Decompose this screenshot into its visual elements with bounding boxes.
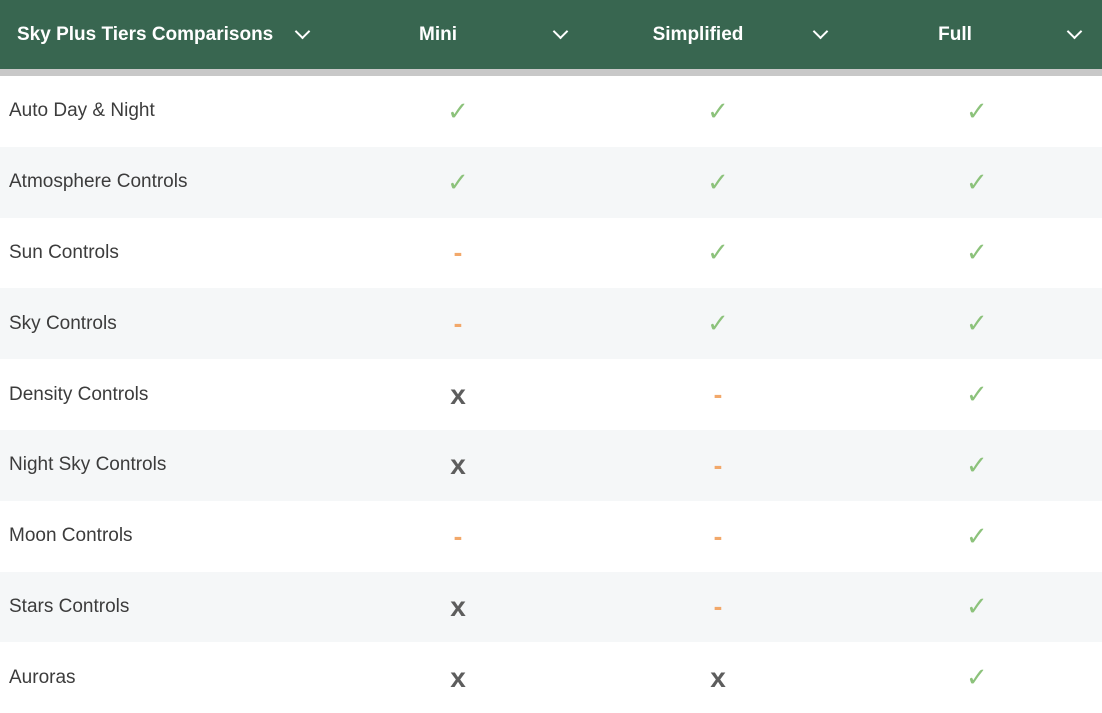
header-tier-mini[interactable]: Mini xyxy=(328,0,588,69)
check-icon: ✓ xyxy=(966,166,988,197)
x-icon: x xyxy=(450,661,466,693)
chevron-down-icon[interactable] xyxy=(1066,23,1083,40)
feature-label: Stars Controls xyxy=(9,595,130,617)
x-icon: x xyxy=(450,449,466,481)
dash-icon: - xyxy=(453,520,463,551)
table-header: Sky Plus Tiers Comparisons Mini Simplifi… xyxy=(0,0,1102,76)
tier-label: Full xyxy=(938,23,972,45)
feature-label: Moon Controls xyxy=(9,525,133,547)
check-icon: ✓ xyxy=(447,95,469,126)
check-icon: ✓ xyxy=(966,662,988,693)
dash-icon: - xyxy=(453,237,463,268)
header-title: Sky Plus Tiers Comparisons xyxy=(17,23,274,45)
table-row: Sky Controls - ✓ ✓ xyxy=(0,288,1102,360)
check-icon: ✓ xyxy=(966,520,988,551)
x-icon: x xyxy=(710,661,726,693)
dash-icon: - xyxy=(713,449,723,480)
chevron-down-icon[interactable] xyxy=(294,23,311,40)
table-row: Auto Day & Night ✓ ✓ ✓ xyxy=(0,76,1102,147)
check-icon: ✓ xyxy=(707,95,729,126)
check-icon: ✓ xyxy=(966,449,988,480)
check-icon: ✓ xyxy=(966,591,988,622)
check-icon: ✓ xyxy=(707,237,729,268)
check-icon: ✓ xyxy=(966,308,988,339)
tier-label: Mini xyxy=(419,23,457,45)
table-body: Auto Day & Night ✓ ✓ ✓ Atmosphere Controls ✓ ✓… xyxy=(0,76,1102,713)
check-icon: ✓ xyxy=(966,237,988,268)
table-row: Sun Controls - ✓ ✓ xyxy=(0,218,1102,289)
feature-label: Sun Controls xyxy=(9,241,119,263)
x-icon: x xyxy=(450,590,466,622)
tier-label: Simplified xyxy=(652,23,744,45)
table-row: Moon Controls - - ✓ xyxy=(0,501,1102,572)
check-icon: ✓ xyxy=(707,166,729,197)
table-row: Stars Controls x - ✓ xyxy=(0,571,1102,643)
feature-label: Night Sky Controls xyxy=(9,454,167,476)
table-row: Atmosphere Controls ✓ ✓ ✓ xyxy=(0,146,1102,218)
dash-icon: - xyxy=(713,520,723,551)
table-row: Density Controls x - ✓ xyxy=(0,359,1102,430)
x-icon: x xyxy=(450,378,466,410)
header-tier-simplified[interactable]: Simplified xyxy=(588,0,848,69)
feature-label: Auto Day & Night xyxy=(9,100,155,122)
feature-label: Atmosphere Controls xyxy=(9,171,188,193)
header-feature-column[interactable]: Sky Plus Tiers Comparisons xyxy=(0,0,328,69)
header-tier-full[interactable]: Full xyxy=(848,0,1102,69)
dash-icon: - xyxy=(453,308,463,339)
dash-icon: - xyxy=(713,591,723,622)
chevron-down-icon[interactable] xyxy=(812,23,829,40)
check-icon: ✓ xyxy=(447,166,469,197)
feature-label: Density Controls xyxy=(9,383,149,405)
feature-label: Sky Controls xyxy=(9,312,117,334)
check-icon: ✓ xyxy=(966,379,988,410)
feature-label: Auroras xyxy=(9,666,76,688)
dash-icon: - xyxy=(713,379,723,410)
table-row: Auroras x x ✓ xyxy=(0,642,1102,713)
check-icon: ✓ xyxy=(707,308,729,339)
table-row: Night Sky Controls x - ✓ xyxy=(0,429,1102,501)
check-icon: ✓ xyxy=(966,95,988,126)
chevron-down-icon[interactable] xyxy=(552,23,569,40)
